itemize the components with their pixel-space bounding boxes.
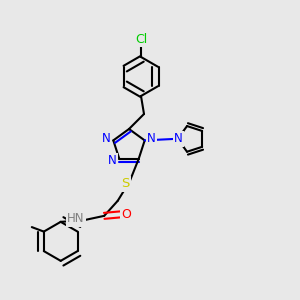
Text: N: N: [174, 132, 183, 146]
Text: N: N: [102, 132, 111, 146]
Text: N: N: [147, 132, 156, 146]
Text: Cl: Cl: [135, 33, 147, 46]
Text: O: O: [121, 208, 131, 221]
Text: HN: HN: [67, 212, 84, 225]
Text: S: S: [121, 177, 129, 190]
Text: N: N: [108, 154, 117, 167]
